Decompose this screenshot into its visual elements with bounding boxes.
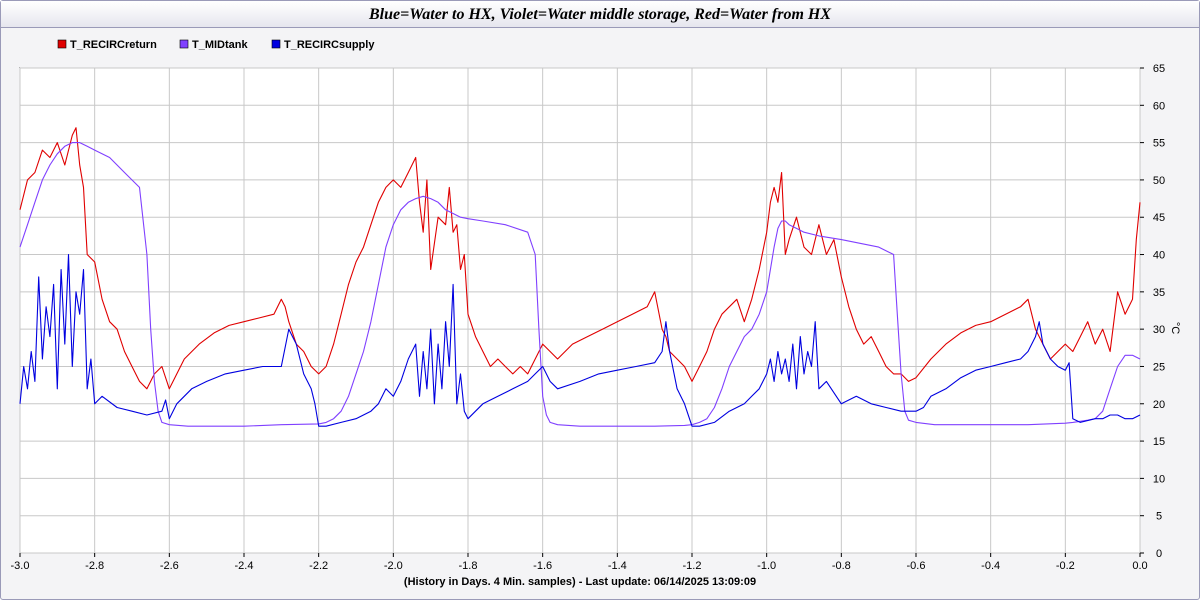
x-tick-label: -3.0 (11, 560, 30, 572)
series-line-T_RECIRCsupply (19, 253, 1141, 427)
y-tick-label: 35 (1153, 287, 1165, 299)
x-tick-label: -2.2 (309, 560, 328, 572)
x-tick-label: -1.2 (683, 560, 702, 572)
x-tick-label: -2.8 (85, 560, 104, 572)
y-tick-label: 55 (1153, 138, 1165, 150)
x-axis-label: (History in Days. 4 Min. samples) - Last… (404, 576, 756, 588)
legend-label: T_RECIRCsupply (284, 39, 375, 51)
y-tick-label: 65 (1153, 63, 1165, 75)
y-tick-label: 20 (1153, 399, 1165, 411)
y-tick-label: 25 (1153, 361, 1165, 373)
series-lines (19, 127, 1141, 427)
x-tick-label: -1.6 (533, 560, 552, 572)
y-tick-label: 5 (1156, 511, 1162, 523)
chart-title: Blue=Water to HX, Violet=Water middle st… (1, 1, 1199, 28)
x-tick-label: -0.8 (832, 560, 851, 572)
x-tick-label: -0.2 (1056, 560, 1075, 572)
series-line-T_RECIRCreturn (19, 127, 1141, 390)
y-axis-label: °C (1169, 322, 1181, 334)
x-tick-label: -0.4 (981, 560, 1000, 572)
x-tick-label: -0.6 (907, 560, 926, 572)
y-tick-label: 40 (1153, 250, 1165, 262)
x-tick-label: -1.8 (459, 560, 478, 572)
y-tick-label: 15 (1153, 436, 1165, 448)
legend-swatch (57, 39, 67, 49)
y-tick-label: 30 (1153, 324, 1165, 336)
axes: -3.0 -2.8 -2.6 -2.4 -2.2 -2.0 -1.8 -1.6 -1.4 -1.2… (11, 63, 1166, 572)
grid-lines (19, 67, 1141, 554)
legend-swatch (179, 39, 189, 49)
legend-swatch (271, 39, 281, 49)
x-tick-label: -2.0 (384, 560, 403, 572)
y-tick-label: 45 (1153, 212, 1165, 224)
y-tick-label: 10 (1153, 473, 1165, 485)
x-tick-label: -1.4 (608, 560, 627, 572)
legend-label: T_RECIRCreturn (70, 39, 157, 51)
x-tick-label: 0.0 (1132, 560, 1147, 572)
y-tick-label: 60 (1153, 100, 1165, 112)
legend-label: T_MIDtank (192, 39, 249, 51)
series-line-T_MIDtank (19, 142, 1141, 427)
y-tick-label: 50 (1153, 175, 1165, 187)
legend: T_RECIRCreturn T_MIDtank T_RECIRCsupply (57, 39, 375, 51)
x-tick-label: -2.4 (235, 560, 254, 572)
x-tick-label: -2.6 (160, 560, 179, 572)
y-tick-label: 0 (1156, 548, 1162, 560)
plot-area (19, 67, 1141, 554)
x-tick-label: -1.0 (757, 560, 776, 572)
